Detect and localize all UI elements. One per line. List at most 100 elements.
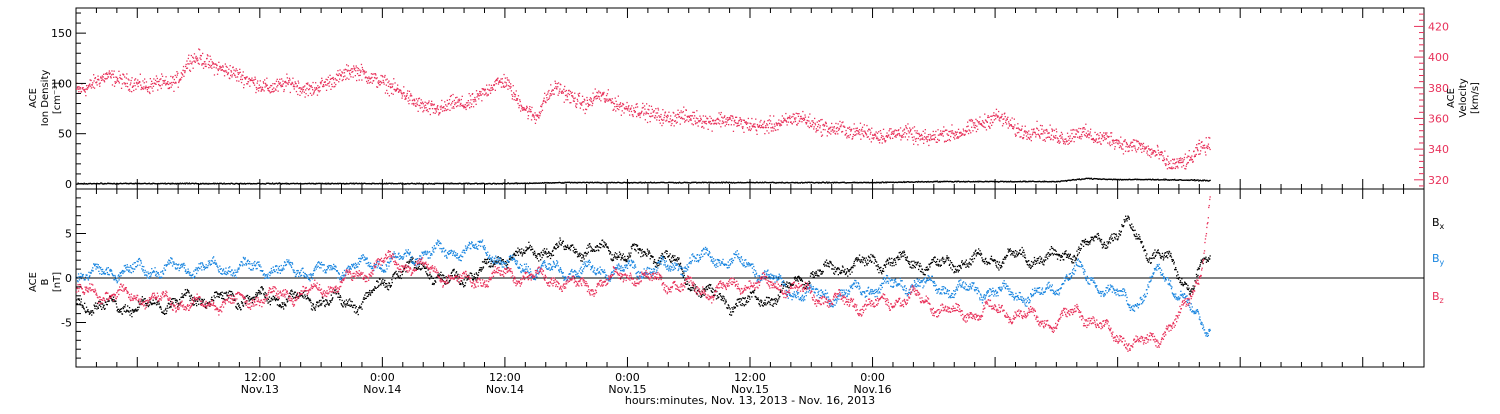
data-point — [575, 97, 576, 98]
data-point — [1143, 151, 1144, 152]
data-point — [423, 110, 424, 111]
data-point — [542, 110, 543, 111]
data-point — [193, 58, 194, 59]
data-point — [679, 112, 680, 113]
data-point — [585, 103, 586, 104]
data-point — [816, 130, 817, 131]
data-point — [509, 86, 510, 87]
data-point — [76, 299, 77, 300]
data-point — [391, 83, 392, 84]
data-point — [603, 93, 604, 94]
data-point — [292, 296, 293, 297]
data-point — [675, 114, 676, 115]
data-point — [546, 97, 547, 98]
data-point — [222, 292, 223, 293]
data-point — [282, 304, 283, 305]
data-point — [115, 83, 116, 84]
data-point — [119, 310, 120, 311]
data-point — [753, 124, 754, 125]
data-point — [222, 65, 223, 66]
data-point — [517, 100, 518, 101]
data-point — [115, 301, 116, 302]
data-point — [426, 268, 427, 269]
data-point — [1123, 153, 1124, 154]
data-point — [80, 87, 81, 88]
data-point — [621, 105, 622, 106]
data-point — [302, 296, 303, 297]
data-point — [1178, 162, 1179, 163]
data-point — [623, 104, 624, 105]
data-point — [842, 131, 843, 132]
data-point — [768, 132, 769, 133]
data-point — [564, 86, 565, 87]
data-point — [592, 93, 593, 94]
data-point — [759, 121, 760, 122]
data-point — [364, 295, 365, 296]
data-point — [930, 137, 931, 138]
data-point — [663, 123, 664, 124]
data-point — [78, 298, 79, 299]
data-point — [890, 128, 891, 129]
data-point — [139, 81, 140, 82]
data-point — [748, 118, 749, 119]
data-point — [750, 130, 751, 131]
data-point — [935, 131, 936, 132]
data-point — [362, 67, 363, 68]
data-point — [399, 277, 400, 278]
data-point — [604, 98, 605, 99]
data-point — [954, 135, 955, 136]
data-point — [233, 70, 234, 71]
data-point — [1156, 154, 1157, 155]
data-point — [683, 107, 684, 108]
data-point — [307, 295, 308, 296]
data-point — [580, 108, 581, 109]
data-point — [1007, 117, 1008, 118]
data-point — [172, 84, 173, 85]
data-point — [1137, 149, 1138, 150]
data-point — [640, 117, 641, 118]
data-point — [1177, 167, 1178, 168]
data-point — [140, 85, 141, 86]
data-point — [97, 76, 98, 77]
data-point — [428, 102, 429, 103]
data-point — [281, 78, 282, 79]
data-point — [751, 128, 752, 129]
data-point — [357, 73, 358, 74]
data-point — [1173, 167, 1174, 168]
data-point — [862, 127, 863, 128]
data-point — [285, 304, 286, 305]
data-point — [764, 133, 765, 134]
data-point — [547, 93, 548, 94]
data-point — [926, 136, 927, 137]
data-point — [346, 78, 347, 79]
data-point — [1180, 157, 1181, 158]
data-point — [481, 271, 482, 272]
data-point — [515, 94, 516, 95]
data-point — [88, 311, 89, 312]
data-point — [187, 63, 188, 64]
data-point — [175, 302, 176, 303]
data-point — [1164, 151, 1165, 152]
data-point — [299, 87, 300, 88]
data-point — [460, 103, 461, 104]
data-point — [378, 83, 379, 84]
data-point — [431, 101, 432, 102]
data-point — [626, 108, 627, 109]
data-point — [603, 92, 604, 93]
data-point — [397, 85, 398, 86]
data-point — [431, 105, 432, 106]
data-point — [1011, 124, 1012, 125]
data-point — [343, 303, 344, 304]
data-point — [1180, 159, 1181, 160]
data-point — [1027, 133, 1028, 134]
data-point — [1181, 166, 1182, 167]
data-point — [548, 91, 549, 92]
data-point — [232, 293, 233, 294]
data-point — [91, 312, 92, 313]
data-point — [208, 64, 209, 65]
data-point — [401, 92, 402, 93]
data-point — [125, 304, 126, 305]
data-point — [407, 93, 408, 94]
data-point — [121, 79, 122, 80]
data-point — [581, 105, 582, 106]
